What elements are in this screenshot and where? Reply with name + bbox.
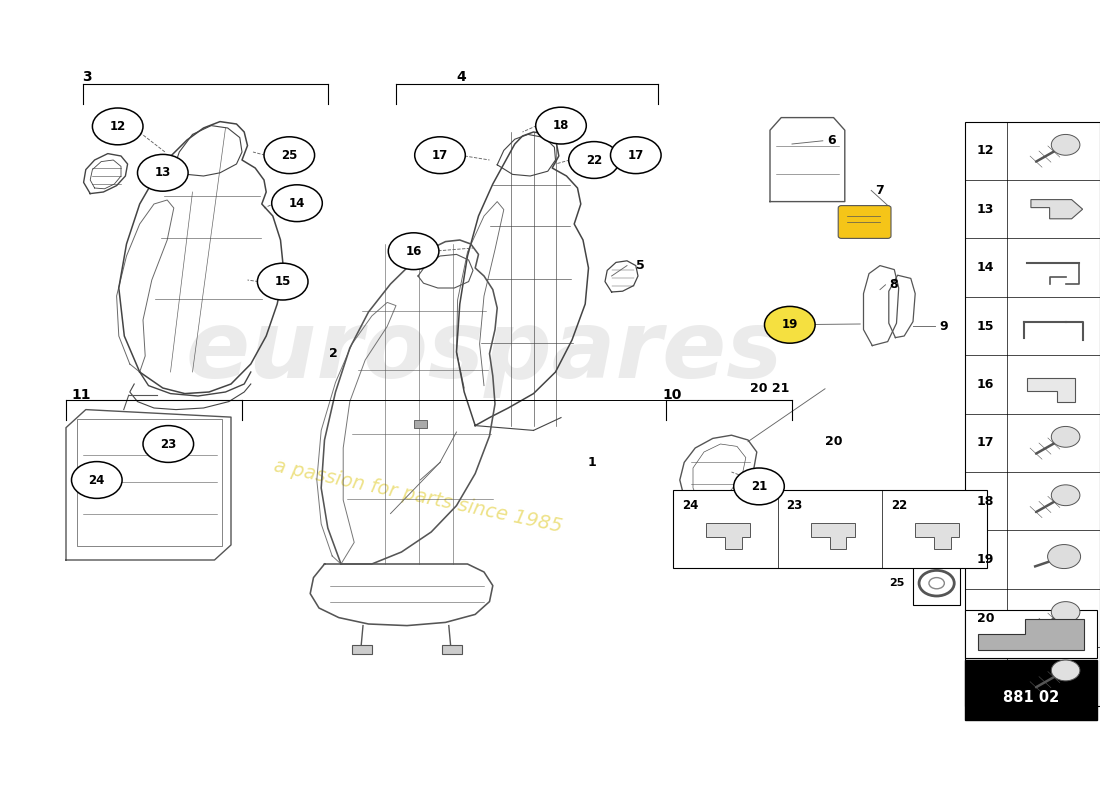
Text: 24: 24 <box>89 474 104 486</box>
Circle shape <box>569 142 619 178</box>
Polygon shape <box>915 523 959 549</box>
Text: 20 21: 20 21 <box>750 382 790 395</box>
Text: eurospares: eurospares <box>185 306 783 398</box>
Circle shape <box>138 154 188 191</box>
Circle shape <box>264 137 315 174</box>
Text: 25: 25 <box>889 578 904 588</box>
Text: 21: 21 <box>751 480 767 493</box>
Bar <box>913 562 960 605</box>
Circle shape <box>1047 545 1080 569</box>
Circle shape <box>734 468 784 505</box>
Circle shape <box>1052 134 1080 155</box>
Text: 10: 10 <box>662 388 682 402</box>
Bar <box>965 610 1097 658</box>
Text: 21: 21 <box>977 670 994 683</box>
Polygon shape <box>706 523 750 549</box>
Circle shape <box>536 107 586 144</box>
Text: 18: 18 <box>977 494 994 508</box>
Text: 11: 11 <box>72 388 91 402</box>
Text: a passion for parts since 1985: a passion for parts since 1985 <box>272 456 564 536</box>
Bar <box>352 645 372 654</box>
Text: 24: 24 <box>682 499 698 512</box>
Text: 5: 5 <box>636 259 645 272</box>
Bar <box>77 419 222 546</box>
Text: 17: 17 <box>977 436 994 450</box>
Text: 881 02: 881 02 <box>1002 690 1059 705</box>
Text: 1: 1 <box>587 456 596 469</box>
Text: 19: 19 <box>977 553 994 566</box>
Circle shape <box>610 137 661 174</box>
Polygon shape <box>1031 200 1082 219</box>
Bar <box>414 420 427 428</box>
Text: 23: 23 <box>786 499 803 512</box>
Polygon shape <box>1026 378 1075 402</box>
Text: 14: 14 <box>289 197 305 210</box>
Text: 22: 22 <box>891 499 908 512</box>
Text: 23: 23 <box>161 438 176 450</box>
Bar <box>673 490 987 568</box>
Text: 19: 19 <box>782 318 797 331</box>
Circle shape <box>72 462 122 498</box>
Text: 12: 12 <box>977 144 994 158</box>
Circle shape <box>764 306 815 343</box>
Circle shape <box>928 578 944 589</box>
Text: 25: 25 <box>282 149 297 162</box>
Text: 13: 13 <box>977 202 994 216</box>
Text: 16: 16 <box>977 378 994 391</box>
Text: 20: 20 <box>977 611 994 625</box>
Text: 3: 3 <box>82 70 92 84</box>
Circle shape <box>388 233 439 270</box>
Bar <box>965 122 1100 706</box>
Circle shape <box>272 185 322 222</box>
Text: 7: 7 <box>876 184 884 197</box>
Circle shape <box>918 570 954 596</box>
Text: 22: 22 <box>586 154 602 166</box>
Text: 12: 12 <box>110 120 125 133</box>
Text: 16: 16 <box>406 245 421 258</box>
Circle shape <box>143 426 194 462</box>
Circle shape <box>415 137 465 174</box>
Text: 8: 8 <box>889 278 898 291</box>
Text: 20: 20 <box>825 435 843 448</box>
Circle shape <box>1052 660 1080 681</box>
Text: 15: 15 <box>275 275 290 288</box>
Text: 17: 17 <box>628 149 643 162</box>
Bar <box>965 660 1097 720</box>
FancyBboxPatch shape <box>838 206 891 238</box>
Polygon shape <box>978 619 1084 650</box>
Circle shape <box>1052 485 1080 506</box>
Bar <box>442 645 462 654</box>
Circle shape <box>92 108 143 145</box>
Circle shape <box>1052 426 1080 447</box>
Text: 14: 14 <box>977 261 994 274</box>
Text: 2: 2 <box>329 347 338 360</box>
Text: 15: 15 <box>977 319 994 333</box>
Text: 18: 18 <box>553 119 569 132</box>
Circle shape <box>1052 602 1080 622</box>
Text: 17: 17 <box>432 149 448 162</box>
Text: 9: 9 <box>939 320 948 333</box>
Polygon shape <box>811 523 855 549</box>
Text: 6: 6 <box>827 134 836 147</box>
Text: 13: 13 <box>155 166 170 179</box>
Text: 4: 4 <box>456 70 466 84</box>
Circle shape <box>257 263 308 300</box>
